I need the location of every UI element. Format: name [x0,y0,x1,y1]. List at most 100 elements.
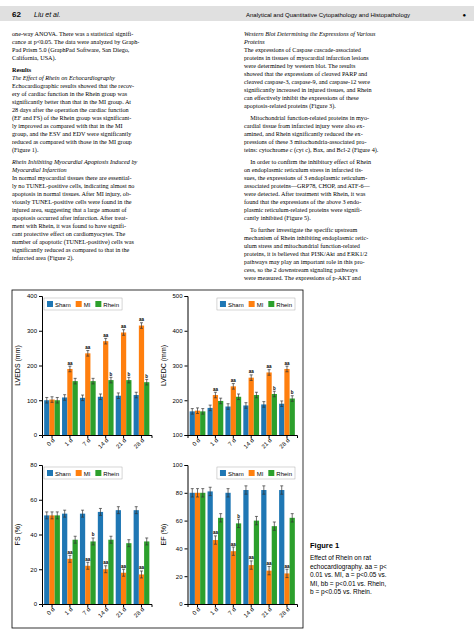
bar [144,382,149,435]
error-bar [63,395,66,401]
body-text: significantly increased in injured tissu… [244,86,372,93]
bar [243,405,248,435]
body-text: To further investigate the specific upst… [244,226,358,233]
significance-label: aa [231,378,237,383]
body-text: group, and the ESV and EDV were signific… [12,130,132,137]
body-text: mechanism of Rhein inhibiting endoplasmi… [244,234,368,241]
y-tick-label: 500 [172,293,183,299]
caption-text: b = p<0.05 vs. Rhein. [310,588,372,596]
y-tick: 100 [172,462,187,468]
significance-label: b [273,386,276,391]
legend-label: Rhein [103,302,119,308]
body-text: proteins in tissues of myocardial infarc… [244,54,369,61]
significance-label: aa [284,361,290,366]
body-text: found that the expressions of the above … [244,198,361,205]
x-tick: 0 d [46,604,56,616]
plot-area [190,486,295,604]
error-bar [109,536,112,543]
bar [279,404,284,435]
significance-label: aa [267,561,273,566]
text-column: Western Blot Determining the Expressions… [243,30,379,281]
y-tick: 400 [172,328,187,334]
body-text: ly improved as compared with that in the… [12,122,123,129]
y-tick-label: 0 [34,601,38,607]
bar [213,540,218,604]
legend-swatch [268,301,274,307]
y-tick-label: 20 [30,567,37,573]
x-tick: 28 d [133,435,146,450]
caption-text: echocardiography. aa = p< [310,563,387,571]
legend-frame [44,298,122,310]
body-text: infarcted area (Figure 2). [12,254,74,262]
bar [85,353,90,435]
body-text: In normal myocardial tissues there are e… [12,174,132,181]
body-text: ly no TUNEL-positive cells, indicating a… [12,182,134,189]
x-tick-label: 0 d [191,606,201,616]
legend-label: Rhein [276,302,292,308]
legend: ShamMIRhein [217,467,295,479]
y-tick: 0 [34,432,42,438]
bar [261,404,266,435]
x-tick-label: 1 d [64,437,74,447]
bar [67,369,72,435]
bar [290,399,295,435]
y-tick-label: 300 [27,328,38,334]
bar [225,407,230,435]
bar [200,411,205,435]
body-text: cant protective effect on cardiomyocytes… [12,230,125,237]
y-tick-label: 400 [27,293,38,299]
bar [231,386,236,435]
chart: aaaaaaaaaabb1002003004005000 d1 d7 d14 d… [160,293,298,469]
y-tick-mark [39,500,42,501]
header: 62Liu et al.Analytical and Quantitative … [0,6,474,21]
y-tick-mark [185,296,188,297]
significance-label: b [291,390,294,395]
legend-label: MI [257,471,264,477]
error-bar [219,398,222,404]
bar [139,574,144,604]
body-text: reduced as compared with those in the MI… [12,138,132,145]
body-text: pathways may play an important role in t… [244,258,365,265]
bar [231,551,236,604]
significance-label: aa [284,564,290,569]
x-axis-line [188,605,298,608]
legend-swatch [76,301,82,307]
error-bar [63,510,66,517]
error-bar [268,566,271,574]
body-text: apoptosis in normal tissues. After MI in… [12,190,131,197]
x-tick-label: 21 d [260,606,273,619]
x-axis-line [43,605,153,608]
x-tick-label: 28 d [278,437,291,450]
figure-frame [12,290,303,628]
body-text: The Effect of Rhein on Echocardiography [12,74,115,81]
error-bar [135,507,138,514]
bar [49,400,54,435]
significance-label: aa [139,317,145,322]
error-bar [74,378,77,384]
bar [218,401,223,435]
x-axis-line [43,436,153,439]
bar [80,398,85,435]
body-text: In order to confirm the inhibitory effec… [244,158,371,165]
x-tick-label: 7 d [227,437,237,447]
y-tick-label: 200 [27,363,38,369]
plot-area [44,323,149,435]
significance-label: b [145,374,148,379]
error-bar [191,489,194,497]
body-text: The expressions of Caspase cascade-assoc… [244,46,362,53]
caption-text: Effect of Rhein on rat [310,554,371,561]
error-bar [214,392,217,398]
body-text: one-way ANOVA. There was a statistical s… [12,30,133,37]
body-text: can effectively inhibit the expressions … [244,94,359,101]
error-bar [227,404,230,410]
annotations: aaaaaaaaaab [213,514,290,569]
x-tick-label: 0 d [46,437,56,447]
y-tick-label: 400 [172,328,183,334]
y-tick-label: 100 [172,432,183,438]
error-bar [51,512,54,519]
x-tick: 1 d [209,604,219,616]
legend-swatch [220,470,226,476]
plot-area [190,366,295,435]
bar [279,490,284,604]
bar [44,400,49,435]
